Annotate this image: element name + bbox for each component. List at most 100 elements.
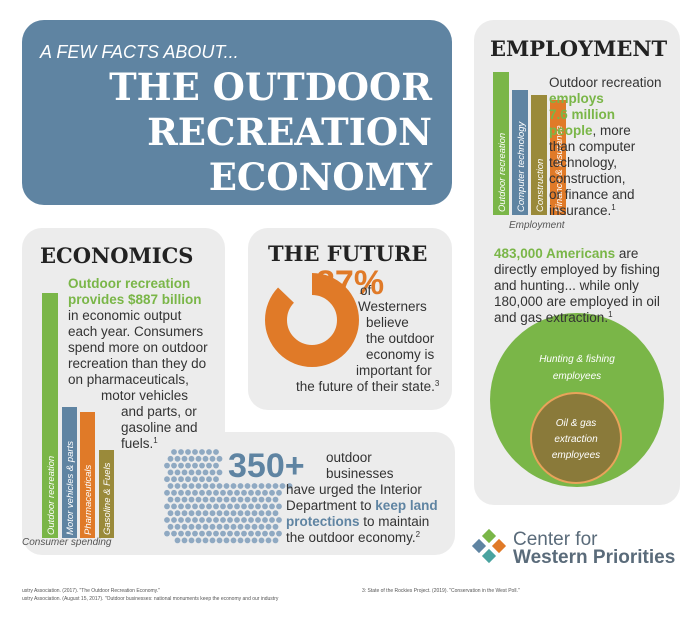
dot: [237, 537, 244, 544]
body-text: in economic output: [68, 308, 182, 323]
dot: [174, 483, 181, 489]
kicker: A FEW FACTS ABOUT...: [39, 42, 239, 62]
dot: [195, 496, 202, 503]
dot: [262, 503, 268, 510]
bar-label: Pharmaceuticals: [83, 465, 94, 535]
dot: [209, 496, 216, 503]
dot: [192, 517, 198, 523]
text-segment: Outdoor recreation: [549, 75, 662, 90]
dot: [265, 483, 272, 489]
dot: [195, 537, 202, 544]
body-text: Outdoor recreation: [549, 75, 662, 90]
dot: [258, 483, 265, 489]
dot: [192, 489, 198, 496]
body-text: on pharmaceuticals,: [68, 372, 189, 387]
dot: [181, 523, 188, 530]
dot: [188, 523, 195, 530]
body-text: each year. Consumers: [68, 324, 203, 339]
dot: [181, 496, 188, 503]
body-text: and parts, or: [121, 404, 197, 419]
dot: [237, 523, 244, 530]
dot: [178, 462, 184, 469]
body-text: technology,: [549, 155, 617, 170]
dot: [209, 537, 216, 544]
dot: [223, 496, 230, 503]
dot: [188, 483, 195, 489]
dot: [220, 517, 226, 523]
dot: [227, 517, 233, 523]
dot: [181, 483, 188, 489]
dot: [188, 510, 195, 517]
dot: [244, 483, 251, 489]
circle-label: employees: [553, 371, 601, 382]
title: THE OUTDOOR: [109, 65, 432, 109]
dot: [202, 523, 209, 530]
text-segment: people: [549, 123, 593, 138]
dot: [237, 510, 244, 517]
dot: [251, 510, 258, 517]
text-segment: businesses: [326, 466, 394, 481]
dot: [220, 530, 226, 537]
text-segment: than computer: [549, 139, 636, 154]
dot: [206, 530, 212, 537]
circle-label: employees: [552, 450, 600, 461]
dot: [230, 496, 237, 503]
dot: [216, 483, 223, 489]
dot: [213, 462, 219, 469]
dot: [272, 523, 279, 530]
dot: [202, 483, 209, 489]
dot: [272, 510, 279, 517]
dot: [241, 489, 247, 496]
dot: [202, 469, 209, 476]
body-text: businesses: [326, 466, 394, 481]
body-text: outdoor: [326, 450, 372, 465]
footnote: 3: State of the Rockies Project. (2019).…: [362, 588, 520, 594]
dot: [272, 537, 279, 544]
text-segment: of: [360, 283, 372, 298]
text-segment: gasoline and: [121, 420, 198, 435]
dot: [248, 530, 254, 537]
dot: [258, 537, 265, 544]
body-text: provides $887 billion: [68, 292, 202, 307]
dot: [244, 537, 251, 544]
logo-text: Western Priorities: [513, 547, 675, 568]
dot: [206, 489, 212, 496]
dot: [167, 469, 174, 476]
dot: [206, 449, 212, 455]
bar: [531, 95, 547, 215]
dot: [286, 483, 293, 489]
dot: [202, 510, 209, 517]
text-segment: the outdoor: [366, 331, 435, 346]
dot: [216, 523, 223, 530]
body-text: recreation than they do: [68, 356, 206, 371]
text-segment: the future of their state.: [296, 379, 435, 394]
body-text: have urged the Interior: [286, 482, 422, 497]
dot: [167, 510, 174, 517]
dot: [195, 510, 202, 517]
body-text: 7.6 million: [549, 107, 615, 122]
dot: [174, 523, 181, 530]
bar-label: Computer technology: [516, 120, 527, 212]
dot: [230, 537, 237, 544]
dot: [216, 469, 223, 476]
body-text: fuels.1: [121, 436, 158, 451]
dot: [209, 510, 216, 517]
dot: [251, 496, 258, 503]
dot: [192, 476, 198, 483]
body-text: of: [360, 283, 372, 298]
dot: [258, 496, 265, 503]
dot: [241, 503, 247, 510]
dot: [178, 476, 184, 483]
text-segment: outdoor: [326, 450, 372, 465]
bar-label: Motor vehicles & parts: [65, 441, 76, 535]
dot: [213, 530, 219, 537]
body-text: and gas extraction.1: [494, 310, 613, 325]
dot: [174, 510, 181, 517]
dot: [185, 530, 191, 537]
text-segment: 7.6 million: [549, 107, 615, 122]
dot: [171, 503, 177, 510]
dot: [244, 510, 251, 517]
text-segment: each year. Consumers: [68, 324, 203, 339]
dot: [199, 530, 205, 537]
dot: [181, 510, 188, 517]
